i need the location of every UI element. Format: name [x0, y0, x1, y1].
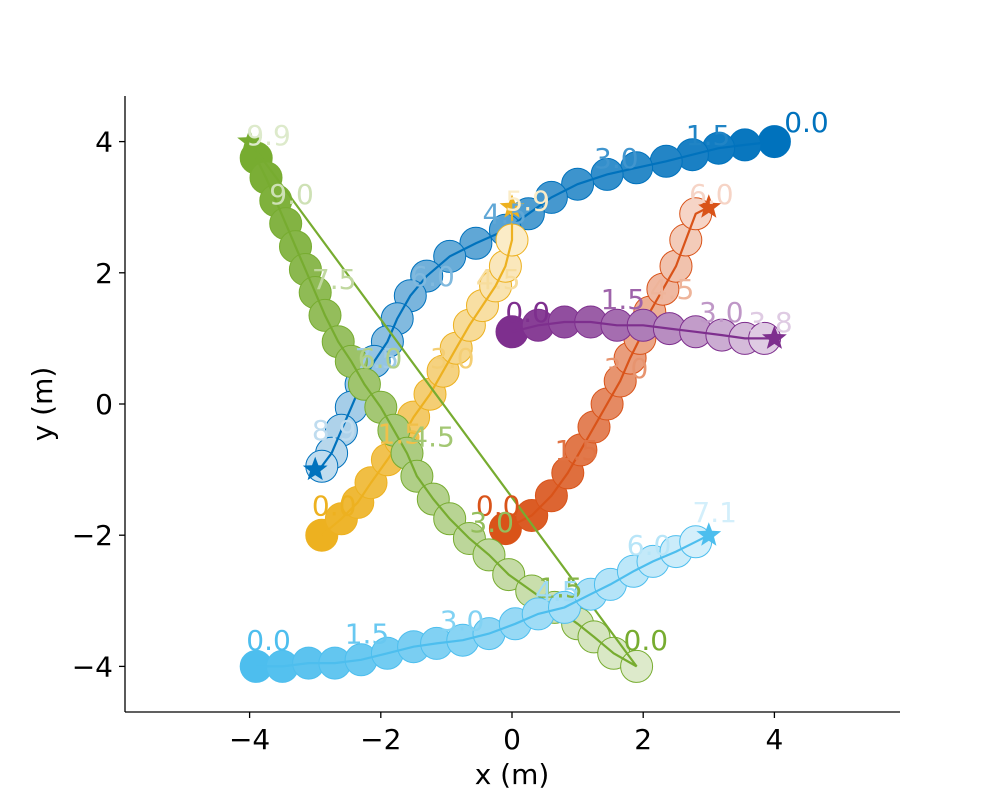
time-label: 0.0 [246, 624, 291, 657]
time-label: 8.9 [312, 414, 357, 447]
time-label: 9.9 [246, 119, 291, 152]
time-label: 3.8 [748, 306, 793, 339]
trajectory-1 [302, 125, 791, 483]
time-label: 4.5 [483, 198, 528, 231]
time-label: 1.5 [555, 434, 600, 467]
x-tick-label: −4 [229, 723, 270, 756]
time-label: 0.0 [784, 106, 829, 139]
trajectory-line [321, 207, 514, 537]
time-label: 7.1 [692, 496, 737, 529]
time-label: 1.5 [378, 417, 423, 450]
y-tick-label: 2 [95, 257, 113, 290]
y-axis-title: y (m) [26, 367, 59, 442]
x-axis-title: x (m) [475, 758, 550, 791]
trajectory-5 [237, 128, 654, 683]
time-label: 3.0 [430, 342, 475, 375]
time-label: 9.0 [269, 178, 314, 211]
trajectory-6 [239, 522, 722, 683]
trajectory-line [511, 320, 775, 340]
time-label: 3.0 [699, 296, 744, 329]
goal-star-icon [696, 194, 722, 218]
trajectory-line [314, 140, 775, 471]
trajectory-line [256, 534, 710, 668]
time-label: 3.0 [604, 352, 649, 385]
trajectory-line [504, 206, 710, 530]
time-label: 6.0 [358, 342, 403, 375]
time-label: 0.0 [505, 296, 550, 329]
time-label: 7.5 [312, 263, 357, 296]
time-label: 6.0 [627, 529, 672, 562]
ticks: −4 −2 0 2 4 −4 −2 0 2 4 [72, 126, 784, 756]
x-tick-label: −2 [360, 723, 401, 756]
time-label: 4.5 [410, 421, 455, 454]
time-label: 0.0 [312, 490, 357, 523]
y-tick-label: 0 [95, 388, 113, 421]
trajectory-4 [495, 305, 787, 355]
goal-star-icon [696, 522, 722, 546]
time-label: 6.0 [689, 178, 734, 211]
time-label: 3.0 [440, 604, 485, 637]
goal-star-icon [762, 325, 787, 349]
time-label: 1.5 [686, 119, 731, 152]
time-label: 4.5 [650, 273, 695, 306]
time-label: 1.5 [601, 283, 646, 316]
time-label: 3.0 [594, 142, 639, 175]
time-label-layer: 0.01.53.04.56.07.58.90.01.53.04.56.00.01… [246, 106, 828, 657]
time-label: 5.9 [505, 185, 550, 218]
goal-star-icon [237, 128, 262, 153]
time-label: 0.0 [476, 490, 521, 523]
trajectory-layer [237, 125, 791, 683]
y-tick-label: 4 [95, 126, 113, 159]
y-tick-label: −4 [72, 650, 113, 683]
x-tick-label: 2 [634, 723, 652, 756]
y-tick-label: −2 [72, 519, 113, 552]
goal-star-icon [302, 456, 328, 481]
time-label: 4.5 [476, 263, 521, 296]
goal-star-icon [499, 194, 525, 218]
x-tick-label: 4 [765, 723, 783, 756]
time-label: 1.5 [538, 572, 583, 605]
time-label: 6.0 [410, 260, 455, 293]
time-label: 3.0 [469, 506, 514, 539]
x-tick-label: 0 [503, 723, 521, 756]
time-label: 4.5 [535, 575, 580, 608]
time-label: 1.5 [345, 617, 390, 650]
time-label: 0.0 [624, 624, 669, 657]
time-label: 7.5 [355, 342, 400, 375]
